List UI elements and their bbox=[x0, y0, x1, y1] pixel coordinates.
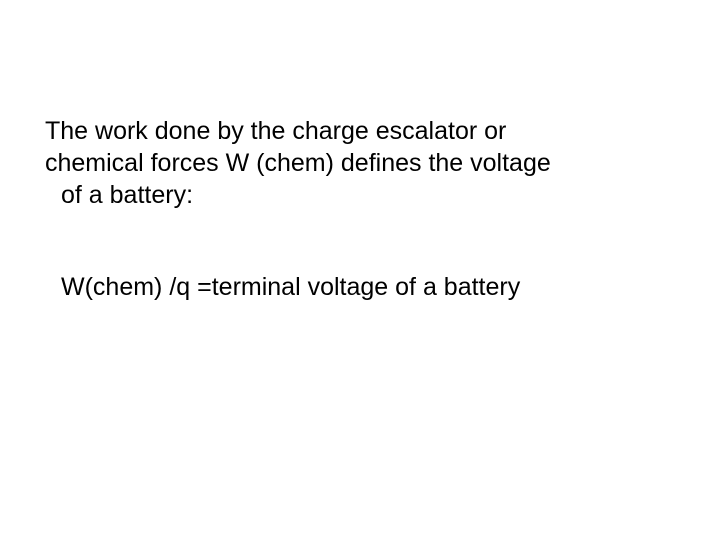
equation-block: W(chem) /q =terminal voltage of a batter… bbox=[45, 273, 675, 302]
paragraph-line-3: of a battery: bbox=[45, 179, 675, 211]
paragraph-line-2: chemical forces W (chem) defines the vol… bbox=[45, 147, 675, 179]
voltage-equation: W(chem) /q =terminal voltage of a batter… bbox=[61, 273, 520, 301]
definition-paragraph: The work done by the charge escalator or… bbox=[45, 115, 675, 211]
slide-content: The work done by the charge escalator or… bbox=[45, 115, 675, 302]
paragraph-line-1: The work done by the charge escalator or bbox=[45, 115, 675, 147]
